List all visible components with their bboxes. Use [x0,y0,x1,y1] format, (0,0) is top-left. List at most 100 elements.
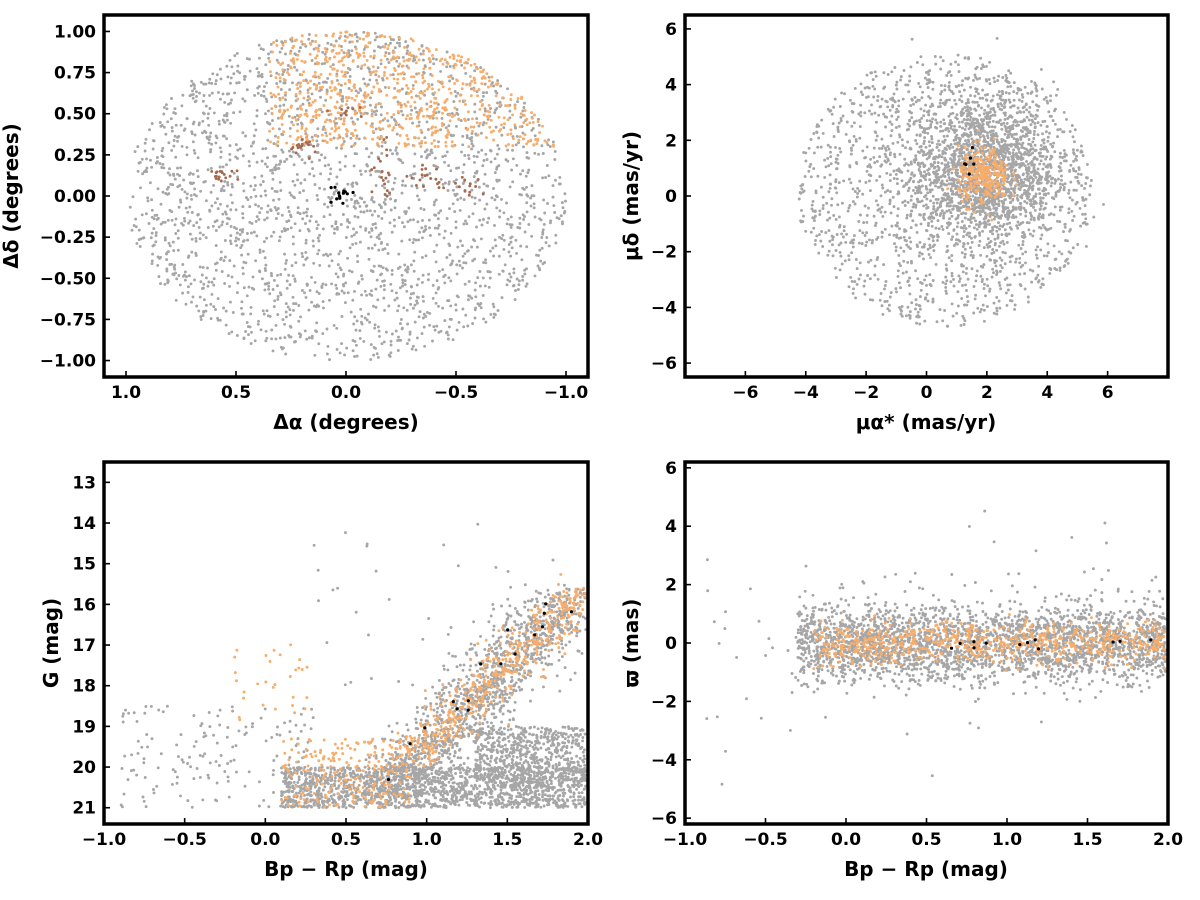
scatter-point [828,173,832,177]
scatter-point [304,241,308,245]
scatter-point [420,167,424,171]
scatter-point [451,53,455,57]
scatter-point [969,94,972,98]
scatter-point [447,276,451,280]
scatter-point [902,259,906,263]
scatter-point [290,36,294,40]
scatter-point [389,351,393,355]
scatter-point [467,280,471,283]
scatter-point [271,171,275,175]
scatter-point [298,212,302,216]
scatter-point [1074,188,1078,192]
scatter-point [842,179,846,183]
scatter-point [972,285,976,288]
scatter-point [355,39,359,43]
scatter-point [964,271,968,275]
scatter-point [1009,71,1013,75]
scatter-point [156,263,160,267]
scatter-point [433,145,437,148]
scatter-point [332,119,336,123]
scatter-point [995,269,999,273]
scatter-point [1063,152,1067,156]
scatter-point [344,127,348,131]
scatter-point [271,119,274,122]
scatter-point [479,66,483,70]
scatter-point [837,121,841,125]
scatter-point [814,191,818,195]
scatter-point [248,57,251,61]
scatter-point [292,308,295,312]
scatter-point [995,312,999,316]
scatter-point [405,270,409,274]
scatter-point [277,61,280,65]
scatter-point [885,115,889,119]
scatter-point [434,48,438,52]
scatter-point [311,138,315,142]
scatter-point [928,273,932,277]
scatter-point [903,228,907,232]
scatter-point [328,86,332,89]
scatter-point [330,81,334,85]
scatter-point [372,56,376,60]
scatter-point [894,224,898,227]
scatter-point [436,287,440,291]
scatter-point [1058,155,1062,159]
scatter-point [278,108,282,112]
scatter-point [457,185,461,189]
scatter-point [264,339,268,343]
scatter-point [1001,76,1005,79]
scatter-point [185,196,189,200]
scatter-point [481,123,485,127]
scatter-point [883,159,887,163]
scatter-point [336,92,340,96]
scatter-point [963,255,967,259]
scatter-point [311,114,315,118]
scatter-point [418,141,422,145]
scatter-point [895,290,898,294]
scatter-point [811,199,815,203]
scatter-point [868,109,871,113]
scatter-point [214,79,218,83]
scatter-point [308,172,312,176]
scatter-point [889,134,893,138]
scatter-point [260,159,264,163]
scatter-point [289,193,293,197]
scatter-point [384,330,388,334]
scatter-point [946,71,950,75]
scatter-point [263,85,266,89]
scatter-point [384,267,388,271]
scatter-point [872,214,876,218]
scatter-point [965,114,969,118]
scatter-point [389,339,393,343]
scatter-point [246,325,250,329]
scatter-point [890,114,894,118]
scatter-point [998,283,1002,287]
scatter-point [857,277,861,281]
scatter-point [411,39,415,43]
scatter-point [374,103,378,107]
scatter-point [915,61,919,64]
scatter-point [913,160,917,164]
scatter-point [1062,148,1066,152]
scatter-point [1024,102,1028,106]
scatter-point [868,298,872,302]
scatter-point [244,330,248,333]
scatter-point [320,62,324,66]
scatter-point [863,111,867,115]
scatter-point [865,231,869,235]
scatter-point [442,236,446,240]
scatter-point [927,113,931,117]
scatter-point [470,188,474,192]
scatter-point [374,287,378,291]
scatter-point [1038,207,1042,211]
scatter-point [283,160,287,164]
scatter-point [892,169,896,173]
scatter-point [977,133,981,136]
scatter-point [454,94,458,98]
scatter-point [520,258,524,262]
scatter-point [326,254,330,258]
scatter-point [267,56,271,60]
scatter-point [473,160,476,164]
scatter-point [274,76,278,80]
scatter-point [405,174,409,178]
